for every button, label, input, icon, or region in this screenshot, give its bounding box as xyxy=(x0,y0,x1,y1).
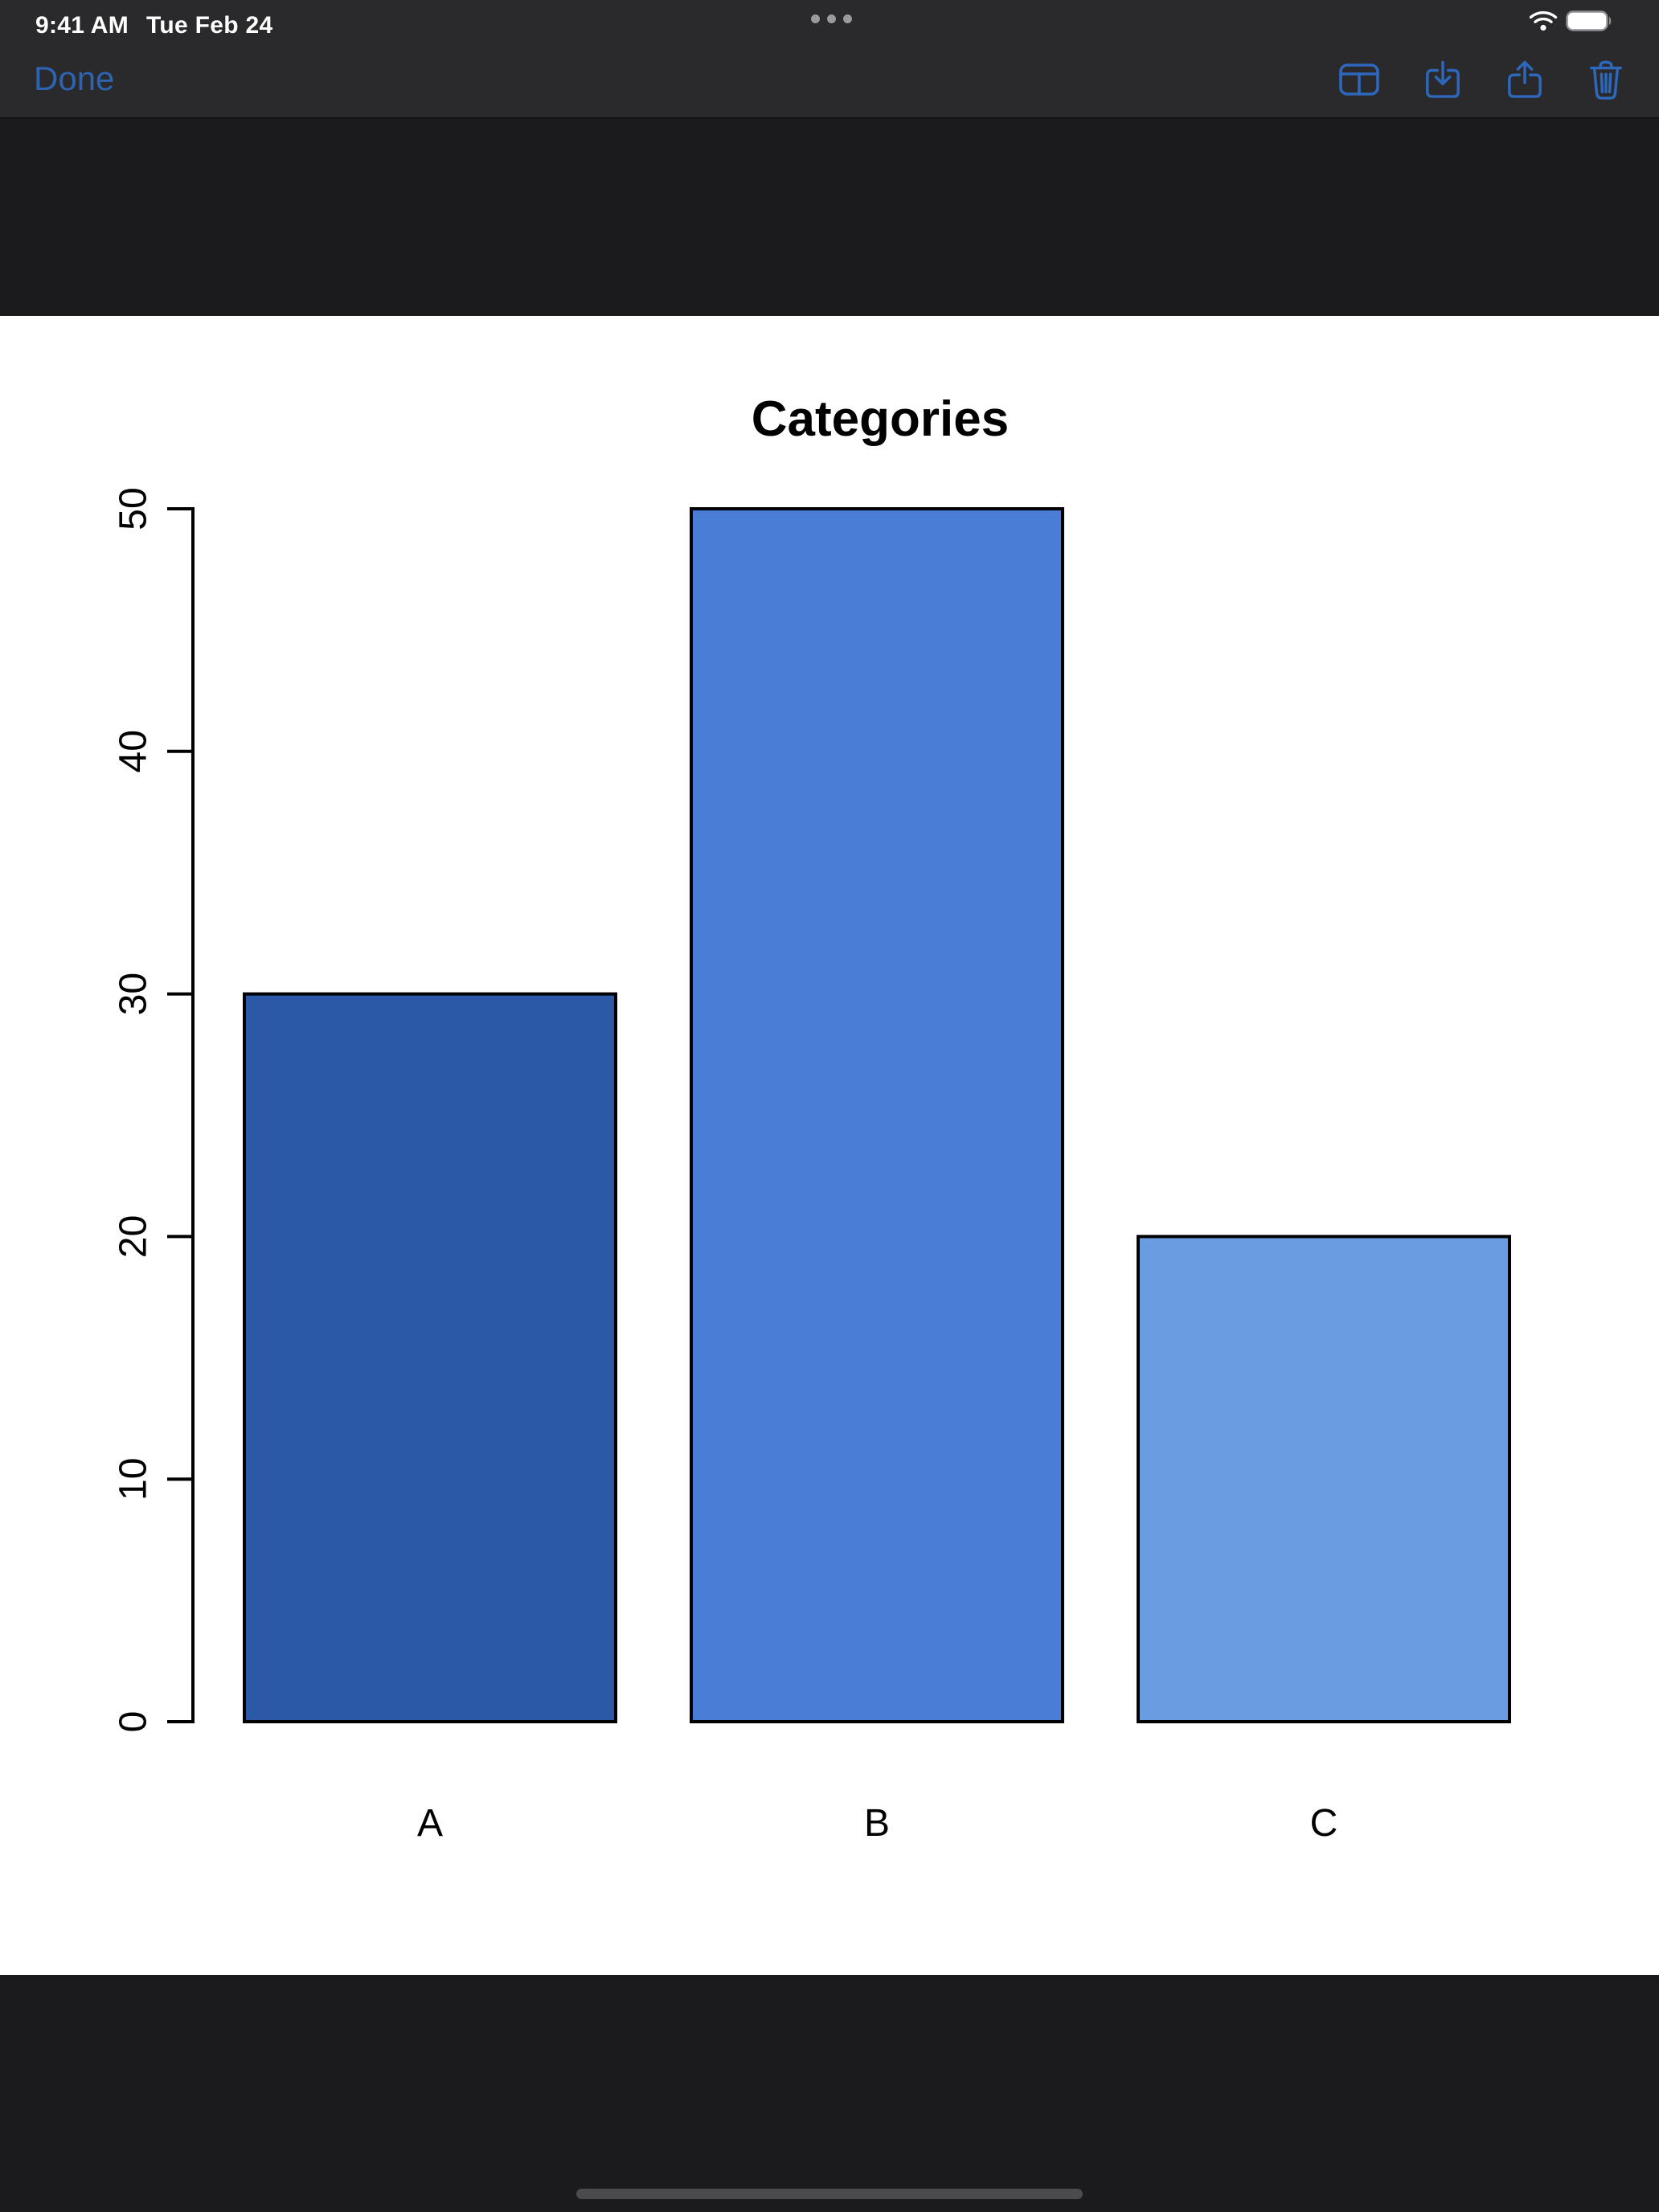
home-indicator[interactable] xyxy=(576,2189,1083,2199)
toolbar xyxy=(1339,58,1624,103)
y-tick-label: 10 xyxy=(113,1458,155,1501)
x-category-label: C xyxy=(1310,1802,1338,1845)
status-date: Tue Feb 24 xyxy=(146,12,273,39)
bar-chart: Categories 0 10 20 30 40 50 A B C xyxy=(113,391,1511,1845)
ellipsis-dot xyxy=(843,14,852,23)
top-chrome: 9:41 AM Tue Feb 24 Done xyxy=(0,0,1659,119)
preview-canvas[interactable]: Categories 0 10 20 30 40 50 A B C xyxy=(0,316,1659,1975)
bar-C xyxy=(1137,1235,1511,1723)
y-tick-label: 0 xyxy=(113,1711,155,1733)
ellipsis-dot xyxy=(827,14,836,23)
ellipsis-dot xyxy=(811,14,820,23)
wifi-dot xyxy=(1540,24,1546,31)
bar-B xyxy=(690,507,1064,1723)
share-button[interactable] xyxy=(1506,59,1543,102)
markup-layout-icon xyxy=(1339,63,1379,96)
trash-button[interactable] xyxy=(1588,59,1624,102)
status-time: 9:41 AM xyxy=(35,12,129,39)
battery-full-icon xyxy=(1566,10,1612,31)
y-tick-label: 30 xyxy=(113,973,155,1015)
wifi-icon xyxy=(1529,11,1558,31)
y-tick-label: 20 xyxy=(113,1215,155,1258)
status-bar-left: 9:41 AM Tue Feb 24 xyxy=(35,11,273,40)
markup-layout-button[interactable] xyxy=(1339,63,1379,98)
download-icon xyxy=(1426,60,1460,98)
share-icon xyxy=(1508,60,1542,98)
x-category-label: A xyxy=(417,1802,443,1845)
status-bar-right xyxy=(1529,9,1614,33)
multitasking-ellipsis-icon[interactable] xyxy=(811,14,852,23)
y-tick-label: 50 xyxy=(113,487,155,530)
bar-A xyxy=(243,992,617,1723)
download-button[interactable] xyxy=(1424,59,1461,102)
done-button[interactable]: Done xyxy=(34,59,115,97)
y-tick-label: 40 xyxy=(113,730,155,772)
battery-cap xyxy=(1609,17,1612,25)
x-category-label: B xyxy=(864,1802,890,1845)
trash-icon xyxy=(1590,60,1622,100)
chart-title: Categories xyxy=(752,391,1009,447)
